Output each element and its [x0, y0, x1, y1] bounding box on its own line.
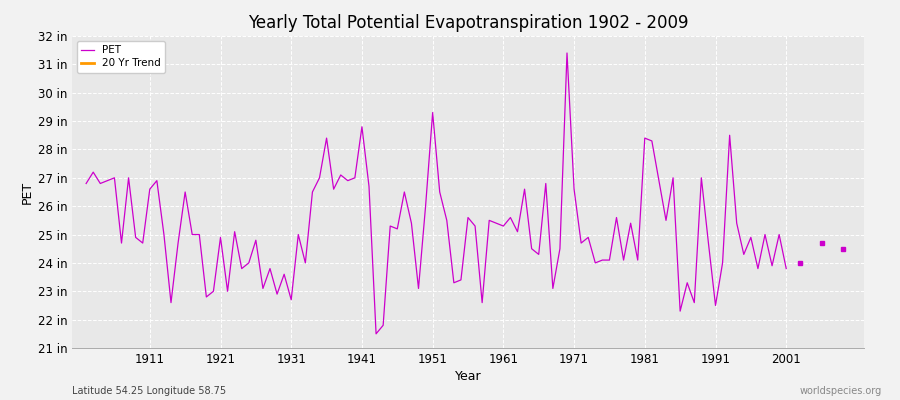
PET	[448, 280, 459, 285]
X-axis label: Year: Year	[454, 370, 482, 383]
PET	[243, 260, 254, 265]
PET	[760, 232, 770, 237]
PET	[562, 51, 572, 56]
Legend: PET, 20 Yr Trend: PET, 20 Yr Trend	[77, 41, 165, 73]
PET	[505, 215, 516, 220]
Y-axis label: PET: PET	[21, 180, 33, 204]
Title: Yearly Total Potential Evapotranspiration 1902 - 2009: Yearly Total Potential Evapotranspiratio…	[248, 14, 688, 32]
PET	[781, 266, 792, 271]
PET	[215, 235, 226, 240]
PET	[738, 252, 749, 257]
PET	[371, 332, 382, 336]
Line: PET: PET	[86, 53, 787, 334]
Text: worldspecies.org: worldspecies.org	[800, 386, 882, 396]
PET	[81, 181, 92, 186]
Text: Latitude 54.25 Longitude 58.75: Latitude 54.25 Longitude 58.75	[72, 386, 226, 396]
